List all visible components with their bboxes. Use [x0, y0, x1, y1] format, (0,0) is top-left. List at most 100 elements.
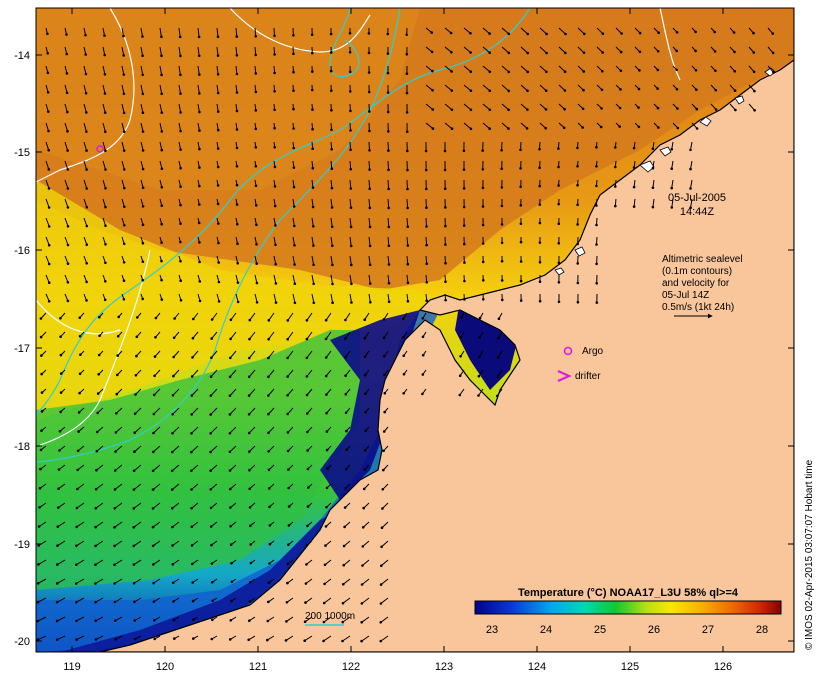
velocity-arrow-head [133, 600, 136, 604]
velocity-arrow-head [637, 106, 640, 109]
velocity-arrow-head [47, 206, 51, 209]
velocity-arrow-head [450, 108, 454, 111]
velocity-arrow [159, 84, 163, 94]
velocity-arrow-head [324, 318, 328, 322]
velocity-arrow-head [458, 393, 462, 397]
velocity-arrow [102, 84, 106, 94]
velocity-arrow [254, 255, 258, 264]
velocity-arrow-head [198, 241, 201, 244]
velocity-arrow [102, 103, 106, 113]
velocity-arrow-head [85, 243, 89, 246]
velocity-arrow-head [381, 488, 385, 491]
velocity-arrow [380, 635, 389, 642]
velocity-arrow-head [348, 32, 352, 35]
velocity-arrow [368, 160, 371, 170]
y-tick-label: -17 [14, 343, 30, 355]
velocity-arrow-head [117, 315, 120, 319]
velocity-arrow-head [255, 281, 259, 285]
velocity-arrow-head [695, 107, 699, 111]
velocity-arrow [64, 122, 68, 132]
y-tick-label: -15 [14, 147, 30, 159]
velocity-arrow-head [55, 619, 59, 623]
velocity-arrow-head [132, 469, 136, 473]
velocity-arrow-head [216, 165, 220, 169]
velocity-arrow [463, 27, 471, 34]
velocity-arrow-head [557, 165, 560, 169]
velocity-arrow-head [228, 431, 232, 435]
velocity-arrow-head [348, 70, 352, 74]
velocity-arrow [273, 255, 277, 265]
velocity-arrow-head [268, 542, 272, 546]
velocity-arrow-head [293, 244, 296, 247]
velocity-arrow-head [345, 448, 348, 452]
velocity-arrow-head [228, 469, 232, 472]
velocity-arrow-head [47, 243, 51, 247]
velocity-arrow-head [123, 205, 126, 208]
velocity-arrow-head [285, 601, 289, 604]
velocity-arrow-head [576, 281, 580, 285]
velocity-arrow-head [582, 88, 585, 92]
velocity-arrow-head [40, 429, 43, 433]
velocity-arrow-head [216, 110, 220, 113]
velocity-arrow-head [344, 487, 347, 490]
velocity-arrow-head [152, 450, 155, 454]
velocity-arrow-head [614, 146, 617, 149]
velocity-arrow-head [66, 206, 70, 209]
velocity-arrow [83, 103, 87, 113]
velocity-arrow [305, 597, 313, 604]
velocity-arrow [216, 46, 219, 56]
velocity-arrow-head [133, 619, 136, 622]
velocity-arrow-head [141, 92, 145, 96]
velocity-arrow-head [507, 127, 510, 130]
velocity-arrow-head [380, 564, 383, 567]
velocity-arrow-head [637, 87, 641, 91]
velocity-arrow [121, 122, 125, 132]
velocity-arrow-head [360, 639, 363, 643]
velocity-arrow-head [771, 32, 775, 35]
velocity-arrow-head [601, 51, 604, 54]
velocity-arrow-head [267, 450, 271, 453]
velocity-arrow-head [360, 602, 364, 605]
velocity-arrow [268, 407, 275, 415]
velocity-arrow-head [462, 224, 466, 227]
velocity-arrow-head [689, 187, 692, 190]
velocity-arrow-head [695, 88, 698, 91]
velocity-arrow-head [363, 373, 367, 377]
velocity-arrow [173, 350, 180, 358]
bathymetry-legend-label: 200 1000m [305, 611, 355, 622]
velocity-arrow [152, 502, 161, 509]
velocity-arrow-head [136, 316, 139, 319]
velocity-arrow-head [462, 205, 466, 209]
velocity-arrow [387, 236, 390, 246]
velocity-arrow-head [254, 72, 258, 75]
velocity-arrow-head [247, 638, 250, 642]
velocity-arrow-head [306, 467, 310, 471]
velocity-arrow-head [198, 280, 202, 283]
velocity-arrow-head [368, 263, 372, 267]
velocity-arrow [76, 521, 85, 528]
velocity-arrow [361, 616, 370, 623]
velocity-arrow [425, 46, 433, 53]
velocity-arrow [444, 103, 453, 111]
y-tick-label: -14 [14, 50, 30, 62]
velocity-arrow-head [230, 562, 233, 565]
velocity-arrow-head [75, 600, 78, 604]
velocity-arrow-head [247, 431, 251, 435]
velocity-arrow [57, 559, 66, 566]
velocity-arrow-head [59, 410, 62, 414]
velocity-arrow-head [235, 35, 239, 38]
velocity-arrow-head [324, 337, 328, 341]
velocity-arrow-head [287, 486, 291, 490]
velocity-arrow-head [478, 316, 482, 320]
velocity-arrow-head [500, 204, 504, 208]
velocity-arrow-head [104, 187, 107, 190]
velocity-arrow-head [191, 356, 194, 359]
velocity-arrow-head [94, 506, 98, 510]
colorbar-tick-label: 27 [702, 624, 714, 636]
velocity-arrow-head [293, 263, 296, 266]
velocity-arrow-head [557, 300, 561, 304]
velocity-arrow-head [364, 429, 367, 433]
velocity-arrow-head [190, 450, 193, 454]
velocity-arrow-head [229, 619, 233, 622]
velocity-arrow [330, 255, 333, 265]
